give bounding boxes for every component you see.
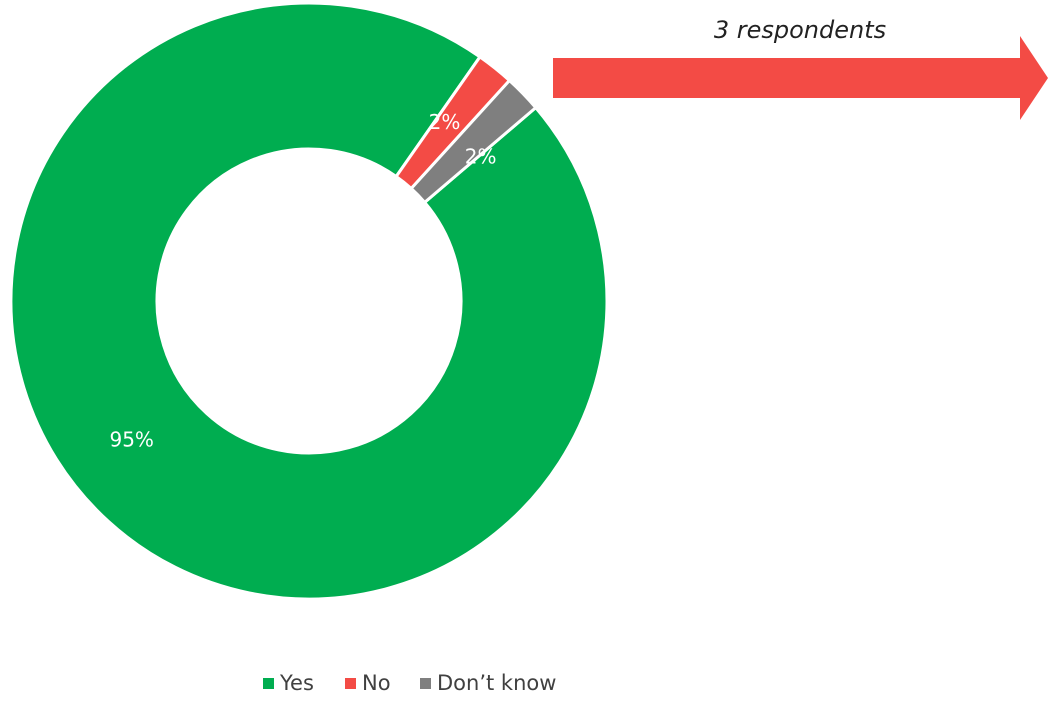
slice-label-0: 95% <box>109 428 153 452</box>
annotation-arrow <box>553 36 1048 120</box>
legend-label-0: Yes <box>279 671 314 695</box>
donut-slices <box>9 1 609 601</box>
legend-swatch-1 <box>345 678 356 689</box>
slice-label-1: 2% <box>429 110 461 134</box>
legend-label-1: No <box>362 671 391 695</box>
slice-label-2: 2% <box>465 144 497 168</box>
donut-slice-0 <box>9 1 609 601</box>
donut-slice-labels: 95% 2%2% <box>109 110 496 451</box>
annotation-label: 3 respondents <box>714 16 886 44</box>
legend-swatch-2 <box>420 678 431 689</box>
donut-slice-2 <box>409 78 538 205</box>
legend-swatch-0 <box>263 678 274 689</box>
legend-label-2: Don’t know <box>437 671 556 695</box>
legend: Yes No Don’t know <box>263 671 556 695</box>
annotation: 3 respondents <box>553 16 1048 120</box>
